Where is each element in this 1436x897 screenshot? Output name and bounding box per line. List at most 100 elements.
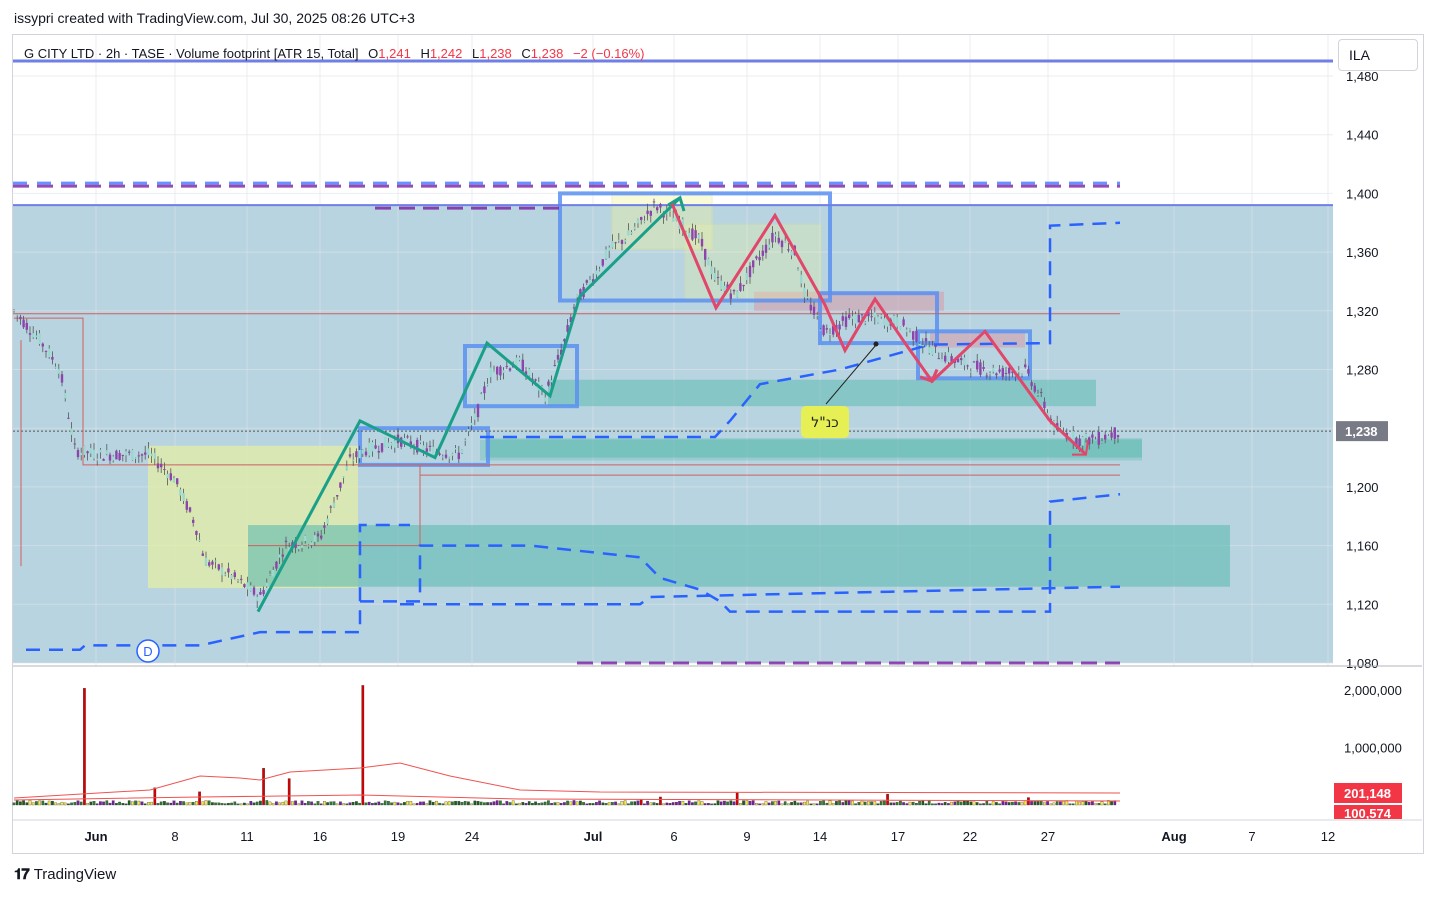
volume-bar xyxy=(140,801,144,806)
volume-bar xyxy=(694,801,697,806)
price-tick-label: 1,400 xyxy=(1346,186,1379,201)
volume-bar xyxy=(447,801,451,806)
candle-body xyxy=(496,366,499,375)
candle-body xyxy=(272,570,275,577)
volume-bar xyxy=(1014,801,1017,806)
volume-bar xyxy=(195,801,198,806)
candle-body xyxy=(659,203,662,208)
volume-bar xyxy=(236,803,240,806)
volume-bar xyxy=(793,800,797,806)
candle-body xyxy=(684,231,688,234)
candle-body xyxy=(313,535,316,542)
volume-bar xyxy=(396,802,400,806)
volume-bar xyxy=(1023,800,1027,806)
volume-bar xyxy=(182,801,185,806)
candle-body xyxy=(374,445,377,449)
volume-bar xyxy=(662,803,665,806)
volume-bar xyxy=(444,801,448,806)
candle-body xyxy=(556,354,560,360)
volume-bar xyxy=(636,800,640,806)
volume-bar xyxy=(716,800,720,806)
volume-bar xyxy=(783,801,787,806)
candle-body xyxy=(137,455,140,457)
volume-bar xyxy=(137,800,141,806)
red-step-line xyxy=(14,317,421,547)
candle-body xyxy=(857,314,860,323)
volume-bar xyxy=(758,803,761,806)
candle-body xyxy=(777,237,780,243)
low-label: L xyxy=(472,46,480,61)
candle-body xyxy=(227,568,230,573)
volume-bar xyxy=(745,800,749,806)
candle-body xyxy=(425,448,428,452)
candle-body xyxy=(1017,370,1020,373)
candle-body xyxy=(284,540,288,543)
candle-body xyxy=(243,584,246,588)
candle-body xyxy=(448,457,451,459)
volume-bar xyxy=(115,803,118,806)
candle-body xyxy=(428,445,432,447)
candle-body xyxy=(630,232,633,234)
range-box-0 xyxy=(558,191,832,303)
candle-body xyxy=(166,473,169,479)
zone-teal-lower xyxy=(248,525,1230,587)
candle-body xyxy=(688,232,691,238)
volume-bar xyxy=(223,803,227,806)
candle-body xyxy=(457,452,460,460)
candle-body xyxy=(870,316,873,318)
zone-teal-mid xyxy=(485,438,1142,458)
volume-bar xyxy=(1052,802,1056,806)
open-label: O xyxy=(368,46,379,61)
volume-bar xyxy=(102,801,105,806)
candle-body xyxy=(854,314,857,324)
candle-body xyxy=(473,413,476,420)
volume-bar xyxy=(815,803,819,806)
candle-body xyxy=(944,355,947,362)
candle-body xyxy=(108,454,112,461)
volume-bar xyxy=(35,801,38,806)
volume-bar xyxy=(291,801,294,806)
candle-body xyxy=(800,274,803,284)
candle-body xyxy=(601,259,604,266)
candle-body xyxy=(649,210,652,216)
volume-bar xyxy=(569,801,573,806)
candle-body xyxy=(761,250,764,256)
range-box-4 xyxy=(916,329,1032,381)
candle-body xyxy=(876,316,880,323)
candle-body xyxy=(153,452,156,459)
candle-body xyxy=(710,266,713,275)
volume-bar xyxy=(915,802,918,806)
volume-bar xyxy=(1100,801,1104,806)
candle-body xyxy=(912,331,915,340)
volume-bar xyxy=(268,801,272,806)
volume-bar xyxy=(873,801,877,806)
candle-body xyxy=(432,446,435,457)
currency-selector[interactable]: ILA xyxy=(1338,39,1418,71)
volume-bar xyxy=(870,801,873,806)
candle-body xyxy=(592,279,595,283)
volume-bar xyxy=(985,800,989,806)
volume-bar xyxy=(527,801,531,806)
volume-bar xyxy=(47,800,51,806)
volume-bar xyxy=(211,802,214,806)
candle-body xyxy=(784,240,787,243)
candle-body xyxy=(572,307,576,309)
volume-bar xyxy=(895,802,899,806)
candle-body xyxy=(1033,385,1036,392)
candle-body xyxy=(304,535,307,541)
volume-bar xyxy=(294,800,297,806)
volume-bar xyxy=(207,800,211,806)
candle-body xyxy=(1008,367,1011,374)
volume-bar xyxy=(25,802,29,806)
volume-bar xyxy=(249,801,253,806)
candle-body xyxy=(892,315,896,324)
volume-bar xyxy=(1062,801,1065,806)
candle-body xyxy=(275,561,278,569)
volume-bar xyxy=(761,803,765,806)
volume-bar xyxy=(41,800,45,806)
candle-body xyxy=(720,280,723,290)
candle-body xyxy=(534,379,537,381)
volume-bar xyxy=(726,801,729,806)
volume-bar xyxy=(998,803,1001,806)
